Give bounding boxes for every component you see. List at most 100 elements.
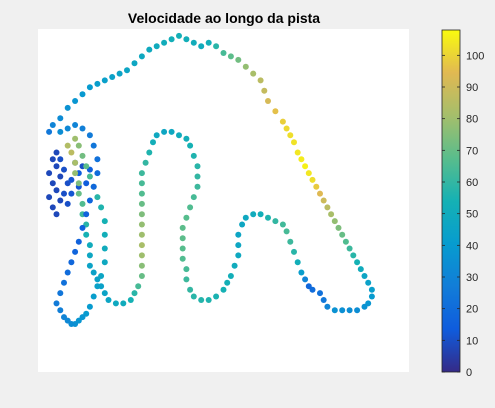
data-point — [220, 50, 227, 56]
data-point — [64, 269, 71, 276]
data-point — [138, 170, 145, 177]
data-point — [46, 170, 53, 177]
data-point — [227, 273, 234, 279]
data-point — [98, 204, 105, 211]
data-point — [53, 300, 60, 307]
data-point — [90, 293, 97, 300]
data-point — [205, 39, 212, 46]
data-point — [235, 242, 242, 249]
data-point — [94, 80, 101, 87]
data-point — [53, 163, 60, 170]
data-point — [135, 283, 142, 290]
data-point — [86, 242, 93, 249]
data-point — [265, 214, 271, 221]
data-point — [101, 218, 108, 225]
data-point — [101, 77, 108, 84]
data-point — [187, 142, 194, 149]
colorbar-tick-label: 60 — [466, 177, 478, 189]
data-point — [49, 156, 56, 163]
data-point — [138, 231, 145, 238]
data-point — [339, 231, 346, 238]
data-point — [190, 152, 197, 159]
data-point — [72, 135, 79, 142]
data-point — [94, 194, 101, 201]
data-point — [86, 197, 93, 204]
data-point — [53, 187, 60, 194]
data-point — [75, 142, 82, 149]
data-point — [94, 156, 101, 163]
data-point — [198, 297, 205, 303]
data-point — [294, 259, 301, 266]
data-point — [187, 204, 194, 211]
data-point — [224, 279, 231, 286]
data-point — [72, 248, 79, 255]
data-point — [250, 70, 257, 77]
data-point — [101, 259, 108, 266]
data-point — [287, 132, 294, 139]
data-point — [72, 159, 79, 166]
data-point — [257, 77, 264, 84]
data-point — [320, 297, 327, 303]
data-point — [86, 84, 93, 91]
data-point — [57, 156, 64, 163]
data-point — [302, 276, 309, 283]
data-point — [368, 293, 375, 300]
data-point — [342, 238, 349, 245]
data-point — [183, 135, 190, 142]
chart-title: Velocidade ao longo da pista — [128, 10, 320, 26]
data-point — [305, 283, 312, 290]
data-point — [94, 170, 101, 177]
data-point — [235, 231, 242, 238]
data-points — [46, 32, 375, 327]
data-point — [79, 125, 86, 132]
data-point — [83, 163, 90, 170]
data-point — [86, 132, 93, 139]
data-point — [324, 204, 331, 211]
data-point — [176, 32, 182, 39]
data-point — [83, 211, 90, 218]
data-point — [291, 139, 297, 146]
data-point — [183, 266, 190, 273]
data-point — [153, 43, 160, 50]
colorbar-tick-label: 70 — [466, 145, 478, 157]
data-point — [331, 218, 338, 225]
data-point — [72, 170, 79, 177]
data-point — [138, 273, 145, 279]
data-point — [61, 166, 67, 173]
data-point — [346, 245, 353, 252]
colorbar-tick-label: 90 — [466, 82, 478, 94]
data-point — [131, 60, 138, 67]
data-point — [283, 228, 290, 235]
data-point — [357, 266, 364, 273]
colorbar-tick-label: 40 — [466, 240, 478, 252]
data-point — [138, 211, 145, 218]
data-point — [127, 297, 134, 303]
data-point — [283, 125, 290, 132]
data-point — [328, 211, 335, 218]
data-point — [49, 122, 56, 128]
data-point — [86, 252, 93, 259]
data-point — [79, 224, 86, 231]
data-point — [279, 221, 286, 228]
data-point — [75, 180, 82, 187]
data-point — [213, 293, 220, 300]
data-point — [68, 176, 75, 183]
data-point — [64, 200, 71, 207]
data-point — [235, 56, 242, 63]
colorbar-tick-label: 10 — [466, 335, 478, 347]
data-point — [61, 314, 67, 321]
data-point — [146, 149, 153, 156]
data-point — [179, 255, 186, 262]
data-point — [309, 176, 316, 183]
data-point — [361, 303, 368, 310]
data-point — [90, 183, 97, 190]
colorbar-ticks: 0 10 20 30 40 50 60 70 80 90 100 — [442, 50, 484, 379]
data-point — [179, 245, 186, 252]
data-point — [305, 170, 312, 177]
data-point — [61, 190, 67, 197]
data-point — [194, 183, 201, 190]
data-point — [190, 293, 197, 300]
data-point — [194, 173, 201, 180]
colorbar — [441, 29, 461, 373]
data-point — [365, 279, 372, 286]
